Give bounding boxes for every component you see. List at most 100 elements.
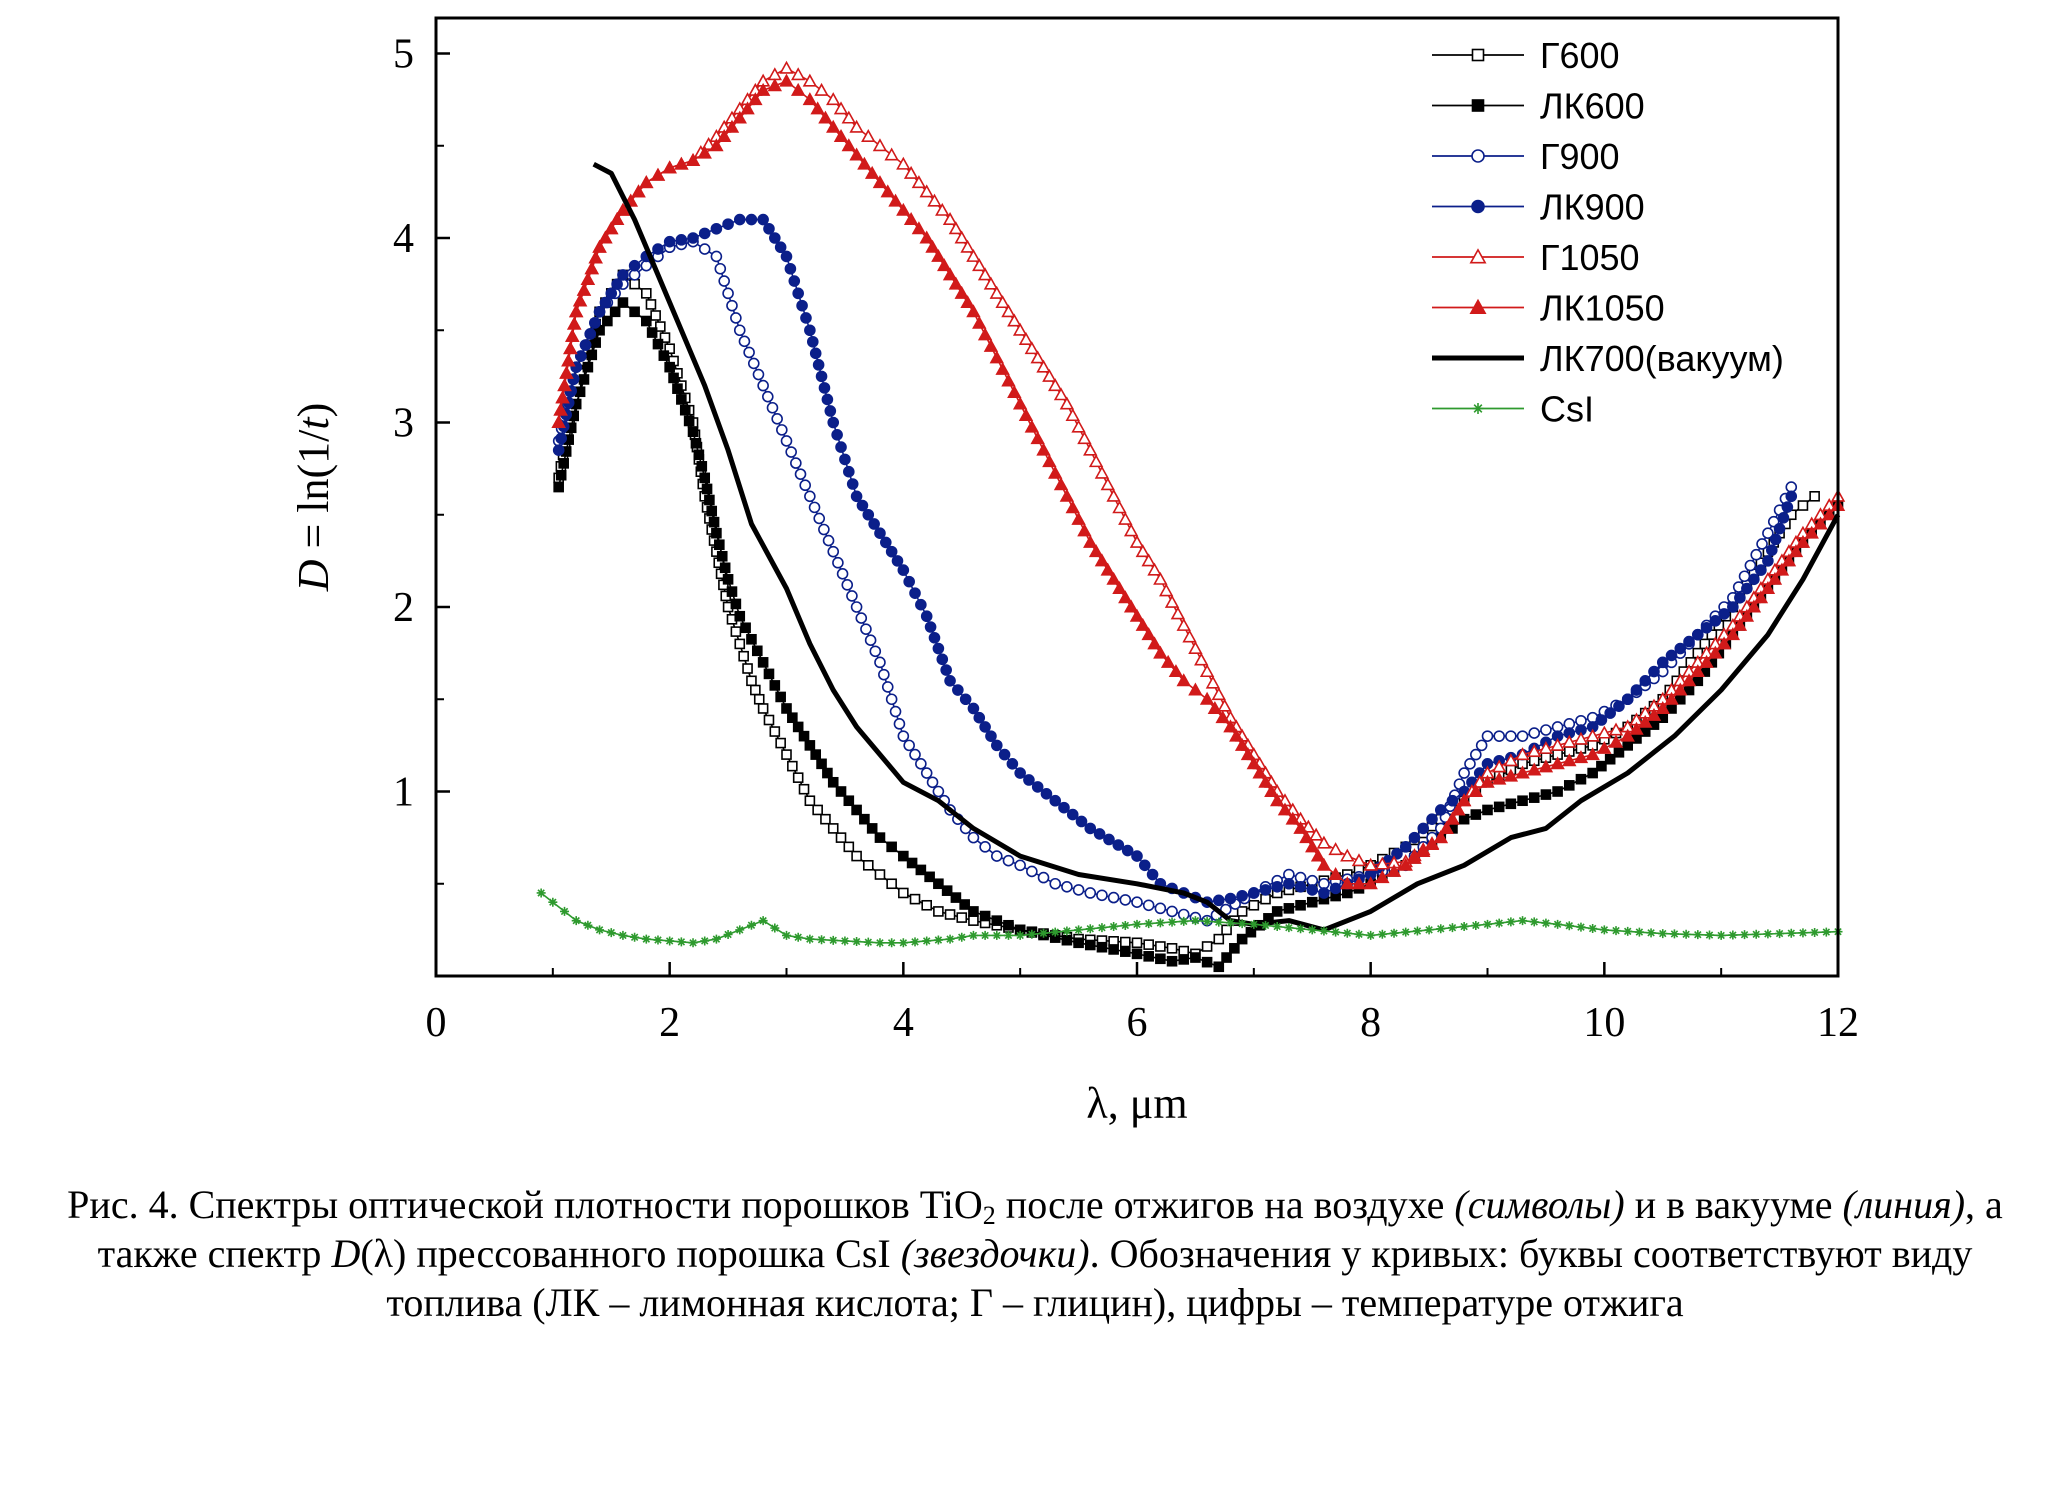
data-point bbox=[1821, 927, 1831, 937]
data-point bbox=[995, 361, 1010, 375]
legend-item-8: CsI bbox=[1432, 389, 1594, 430]
data-point bbox=[1096, 889, 1108, 902]
data-point bbox=[909, 893, 921, 905]
data-point bbox=[706, 505, 718, 517]
data-point bbox=[730, 626, 742, 637]
data-point bbox=[1755, 564, 1767, 576]
data-point bbox=[665, 936, 675, 946]
data-point bbox=[1621, 693, 1634, 706]
data-point bbox=[589, 317, 601, 329]
data-point bbox=[690, 437, 702, 449]
data-point bbox=[1363, 857, 1378, 871]
data-point bbox=[1471, 199, 1485, 214]
data-point bbox=[812, 359, 825, 371]
data-point bbox=[851, 804, 862, 816]
data-point bbox=[989, 350, 1005, 364]
data-point bbox=[1518, 916, 1528, 926]
data-point bbox=[630, 932, 640, 942]
y-axis-label: D = ln(1/t) bbox=[289, 403, 338, 593]
data-point bbox=[1516, 730, 1529, 742]
data-point bbox=[771, 413, 783, 425]
legend-label: Г900 bbox=[1540, 136, 1620, 177]
data-point bbox=[919, 184, 934, 198]
data-point bbox=[1119, 894, 1132, 906]
data-point bbox=[1205, 675, 1221, 689]
data-point bbox=[1795, 534, 1811, 548]
data-point bbox=[578, 374, 590, 385]
data-point bbox=[1765, 544, 1778, 556]
data-point bbox=[1822, 507, 1837, 521]
data-point bbox=[602, 315, 613, 327]
data-point bbox=[911, 221, 927, 235]
data-point bbox=[561, 353, 576, 367]
data-point bbox=[821, 393, 834, 406]
data-point bbox=[668, 372, 679, 384]
data-point bbox=[1436, 924, 1446, 934]
data-point bbox=[551, 415, 566, 428]
data-point bbox=[1412, 926, 1422, 936]
data-point bbox=[1634, 927, 1644, 937]
data-point bbox=[1014, 767, 1026, 779]
data-point bbox=[1071, 511, 1086, 525]
data-point bbox=[798, 730, 810, 742]
data-point bbox=[1669, 929, 1679, 939]
data-point bbox=[884, 147, 899, 161]
data-point bbox=[1160, 654, 1176, 668]
caption-part-3: и в вакууме bbox=[1624, 1182, 1843, 1227]
data-point bbox=[734, 638, 746, 650]
data-point bbox=[843, 841, 855, 853]
data-point bbox=[757, 213, 769, 226]
data-point bbox=[852, 937, 862, 947]
data-point bbox=[1118, 511, 1133, 525]
data-point bbox=[1363, 876, 1378, 890]
data-point bbox=[1738, 570, 1751, 583]
data-point bbox=[1491, 759, 1507, 773]
data-point bbox=[604, 221, 619, 235]
data-point bbox=[808, 501, 821, 514]
data-point bbox=[1154, 902, 1167, 915]
data-point bbox=[757, 657, 769, 668]
data-point bbox=[1482, 804, 1493, 816]
data-point bbox=[1167, 917, 1177, 927]
data-point bbox=[1664, 691, 1679, 705]
data-point bbox=[774, 241, 787, 254]
data-point bbox=[977, 327, 993, 341]
data-point bbox=[658, 350, 670, 361]
data-point bbox=[1129, 608, 1145, 622]
series-layer bbox=[536, 60, 1846, 973]
data-point bbox=[1528, 727, 1541, 739]
data-point bbox=[726, 299, 738, 312]
data-point bbox=[1810, 927, 1820, 937]
legend-label: CsI bbox=[1540, 389, 1594, 430]
data-point bbox=[1155, 918, 1165, 928]
data-point bbox=[655, 321, 666, 332]
data-point bbox=[1475, 739, 1488, 752]
data-point bbox=[1121, 844, 1134, 857]
data-point bbox=[813, 512, 826, 525]
data-point bbox=[747, 357, 760, 370]
data-point bbox=[767, 78, 783, 92]
data-point bbox=[779, 73, 794, 87]
data-point bbox=[835, 832, 847, 843]
data-point bbox=[841, 110, 857, 124]
data-point bbox=[1690, 664, 1706, 678]
data-point bbox=[850, 490, 863, 503]
data-point bbox=[1515, 747, 1530, 761]
legend-item-7: ЛК700(вакуум) bbox=[1432, 338, 1784, 379]
data-point bbox=[710, 222, 723, 235]
data-point bbox=[1129, 534, 1145, 548]
data-point bbox=[617, 269, 629, 281]
data-point bbox=[1540, 724, 1552, 736]
data-point bbox=[872, 138, 888, 152]
data-point bbox=[738, 650, 749, 662]
data-point bbox=[1202, 916, 1212, 926]
data-point bbox=[1788, 544, 1804, 558]
data-point bbox=[1439, 820, 1454, 834]
data-point bbox=[1048, 378, 1063, 392]
data-point bbox=[719, 562, 731, 574]
data-point bbox=[840, 936, 850, 946]
data-point bbox=[950, 892, 962, 903]
data-point bbox=[1550, 737, 1565, 751]
data-point bbox=[968, 915, 979, 926]
data-point bbox=[835, 441, 847, 453]
